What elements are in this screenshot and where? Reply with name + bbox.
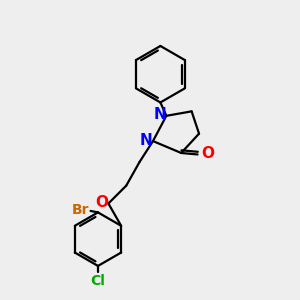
Text: Br: Br <box>71 203 89 217</box>
Text: N: N <box>140 133 153 148</box>
Text: Cl: Cl <box>91 274 105 288</box>
Text: O: O <box>95 195 108 210</box>
Text: O: O <box>201 146 214 161</box>
Text: N: N <box>153 107 166 122</box>
